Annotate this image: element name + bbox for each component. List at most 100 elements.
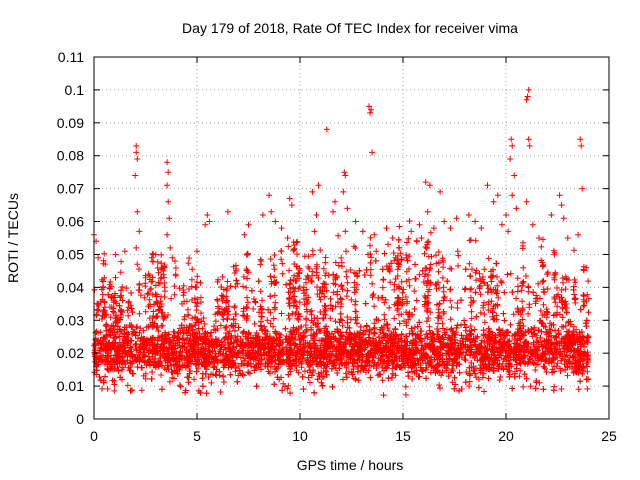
roti-point [168,295,175,302]
roti-point [440,325,446,332]
roti-point [584,339,591,346]
roti-point [128,290,135,296]
roti-point [217,322,224,329]
roti-point [388,260,395,267]
roti-point [452,381,459,388]
roti-point [128,351,135,358]
roti-point [375,334,382,341]
roti-point [427,330,434,337]
roti-point [258,345,265,352]
roti-point [507,354,514,361]
roti-point [550,387,557,394]
roti-point [409,340,416,346]
roti-point [431,335,438,342]
roti-point [166,378,173,385]
roti-point [576,356,583,363]
roti-point [373,316,380,323]
roti-point [466,335,473,342]
roti-point [237,354,244,361]
roti-point [191,376,197,383]
roti-point [192,333,199,340]
roti-point [424,334,431,341]
roti-point [513,295,520,302]
roti-point [240,372,247,379]
roti-point [492,352,498,359]
roti-point [531,330,538,337]
roti-point [400,361,407,368]
roti-point [462,357,469,364]
roti-point [472,370,479,377]
roti-point [283,336,290,343]
roti-point [520,332,527,339]
roti-point [292,356,299,363]
roti-point [548,359,555,366]
roti-point [361,272,368,278]
roti-point [105,344,112,350]
roti-point [138,364,145,371]
roti-point [320,354,327,361]
roti-point [239,371,246,378]
roti-point [144,290,151,297]
roti-point [547,320,553,327]
roti-point [158,362,165,369]
roti-point [205,353,212,360]
roti-point [93,354,100,360]
roti-point [367,374,374,381]
roti-point [527,355,534,362]
roti-point [426,360,433,367]
roti-point [468,342,475,349]
roti-point [377,326,384,333]
roti-point [549,350,556,357]
roti-point [576,366,583,373]
roti-point [383,364,390,371]
roti-point [277,332,284,338]
roti-point [333,356,340,363]
roti-point [470,297,477,304]
roti-point [419,345,426,352]
roti-point [282,325,289,332]
roti-point [290,349,297,356]
roti-point [270,323,276,330]
roti-point [348,369,355,376]
roti-point [527,348,534,355]
roti-point [141,358,148,365]
roti-point [478,340,485,346]
roti-point [458,297,465,304]
roti-point [569,366,575,372]
roti-point [141,352,147,358]
roti-point [127,367,134,374]
roti-point [158,386,165,393]
roti-point [484,282,491,289]
roti-point [337,344,344,351]
roti-point [509,289,516,296]
roti-point [504,271,511,278]
roti-point [540,386,547,393]
roti-point [97,377,104,384]
roti-point [102,322,109,329]
roti-point [480,370,487,377]
roti-point [373,362,380,369]
roti-point [451,374,458,381]
roti-point [320,315,327,322]
roti-point [558,357,565,364]
roti-point [116,302,123,309]
roti-point [550,355,557,362]
roti-point [542,357,549,364]
roti-point [477,343,484,349]
roti-point [498,342,505,348]
roti-point [265,349,272,356]
roti-point [300,386,307,393]
roti-point [104,353,111,359]
roti-point [245,330,252,337]
roti-point [520,349,527,356]
roti-point [120,342,127,349]
roti-point [253,355,260,362]
roti-point [375,341,382,348]
roti-point [287,340,294,347]
roti-point [198,361,205,368]
roti-point [463,348,470,355]
roti-point [119,354,126,361]
roti-point [199,375,206,382]
roti-point [585,376,592,383]
